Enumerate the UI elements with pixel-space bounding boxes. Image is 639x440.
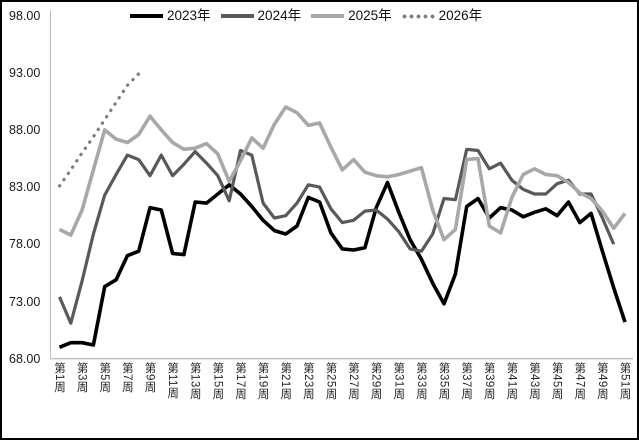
x-tick-label: 第51周 — [618, 362, 631, 400]
series-lines — [57, 72, 627, 349]
x-tick-label: 第19周 — [256, 362, 269, 400]
x-tick-label: 第35周 — [437, 362, 450, 400]
legend-item-2025年: 2025年 — [311, 7, 392, 25]
x-tick-label: 第29周 — [369, 362, 382, 400]
legend-item-2023年: 2023年 — [130, 7, 211, 25]
x-tick-label: 第1周 — [53, 362, 65, 393]
legend-label: 2025年 — [348, 8, 392, 23]
x-tick-label: 第37周 — [460, 362, 473, 400]
x-tick-label: 第15周 — [211, 362, 224, 400]
y-axis-labels: 98.00 93.00 88.00 83.00 78.00 73.00 68.00 — [2, 2, 48, 438]
legend-label: 2023年 — [167, 8, 211, 23]
series-line-2026年 — [57, 72, 141, 188]
legend-item-2026年: 2026年 — [401, 7, 483, 25]
x-tick-label: 第45周 — [550, 362, 563, 400]
y-tick-label: 83.00 — [9, 180, 41, 195]
x-axis-labels: 第1周 第3周 第5周 第7周 第9周 第11周 第13周 第15周 第17周 第19周 第21周第… — [2, 362, 637, 438]
x-tick-label: 第5周 — [98, 362, 111, 393]
x-tick-label: 第3周 — [75, 362, 88, 393]
x-tick-label: 第21周 — [279, 362, 292, 400]
y-tick-label: 78.00 — [9, 237, 41, 252]
legend-label: 2024年 — [257, 8, 302, 23]
x-tick-label: 第41周 — [505, 362, 518, 400]
x-tick-label: 第23周 — [301, 362, 314, 400]
x-tick-label: 第7周 — [120, 362, 133, 393]
x-tick-label: 第9周 — [143, 362, 156, 393]
x-tick-label: 第33周 — [414, 362, 427, 400]
x-tick-label: 第31周 — [392, 362, 405, 400]
legend-swatch-line — [220, 14, 254, 18]
y-tick-label: 68.00 — [9, 351, 41, 366]
series-line-2024年 — [58, 147, 616, 325]
series-line-2023年 — [58, 180, 627, 349]
x-tick-label: 第13周 — [188, 362, 201, 400]
x-tick-label: 第43周 — [528, 362, 541, 400]
y-tick-label: 93.00 — [9, 65, 41, 80]
x-tick-label: 第39周 — [482, 362, 495, 400]
x-tick-label: 第11周 — [166, 362, 179, 399]
x-tick-label: 第49周 — [595, 362, 608, 400]
legend: 2023年 2024年 2025年 2026年 — [130, 7, 482, 25]
legend-item-2024年: 2024年 — [220, 7, 302, 25]
x-tick-label: 第47周 — [573, 362, 586, 400]
legend-label: 2026年 — [438, 8, 483, 23]
legend-swatch-dotted-line — [401, 13, 435, 19]
legend-swatch-line — [130, 14, 163, 18]
series-line-2025年 — [58, 105, 627, 242]
y-tick-label: 73.00 — [9, 294, 41, 309]
x-tick-label: 第17周 — [233, 362, 246, 400]
legend-swatch-line — [311, 14, 345, 18]
x-tick-label: 第27周 — [347, 362, 360, 400]
y-tick-label: 88.00 — [9, 122, 41, 137]
x-tick-label: 第25周 — [324, 362, 337, 400]
y-tick-label: 98.00 — [9, 8, 41, 23]
